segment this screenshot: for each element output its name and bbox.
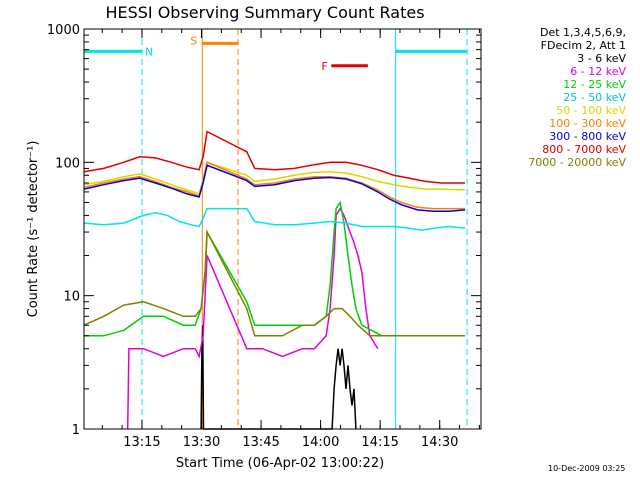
x-tick-label-0: 13:15 [123,435,160,450]
series-line-3 [83,207,466,231]
legend-entry-0: 3 - 6 keV [577,52,626,65]
legend-entry-6: 300 - 800 keV [549,130,626,143]
series-line-0 [200,325,357,430]
legend-entry-7: 800 - 7000 keV [542,143,626,156]
annotation-label-0: N [145,45,153,58]
generation-timestamp: 10-Dec-2009 03:25 [548,464,626,473]
legend-entry-4: 50 - 100 keV [556,104,626,117]
annotation-label-2: F [321,60,327,73]
x-tick-label-1: 13:30 [183,435,220,450]
plot-frame [83,28,482,430]
y-tick-label-1: 10 [63,290,80,305]
legend-header-line-1: Det 1,3,4,5,6,9, [539,26,626,39]
annotation-label-1: S [190,34,197,47]
y-tick-label-0: 1 [72,423,80,438]
x-tick-label-3: 14:00 [302,435,339,450]
series-line-8 [83,229,466,337]
x-axis-label: Start Time (06-Apr-02 13:00:22) [176,456,384,471]
series-line-5 [83,161,466,210]
x-tick-label-5: 14:30 [421,435,458,450]
legend-header-line-2: FDecim 2, Att 1 [540,39,626,52]
series-line-1 [126,207,379,430]
legend-entry-2: 12 - 25 keV [563,78,626,91]
plot-area: N S F [83,29,468,430]
y-tick-label-2: 100 [55,156,80,171]
series-line-7 [83,130,466,184]
x-tick-label-2: 13:45 [242,435,279,450]
series-line-4 [83,161,466,195]
legend-entry-8: 7000 - 20000 keV [528,156,626,169]
legend-entries: 3 - 6 keV 6 - 12 keV 12 - 25 keV 25 - 50 ke… [478,52,638,169]
chart-title: HESSI Observing Summary Count Rates [105,3,424,22]
legend-entry-3: 25 - 50 keV [563,91,626,104]
y-axis-label: Count Rate (s⁻¹ detector⁻¹) [26,141,41,318]
x-tick-label-4: 14:15 [361,435,398,450]
legend-entry-5: 100 - 300 keV [549,117,626,130]
axes: 1 10 100 1000 13:15 13:30 13:45 14:00 14:15 14:30 [47,23,481,450]
legend: Det 1,3,4,5,6,9, FDecim 2, Att 1 3 - 6 k… [478,26,638,169]
y-tick-label-3: 1000 [47,23,80,38]
legend-entry-1: 6 - 12 keV [570,65,626,78]
series-line-2 [84,200,466,337]
series-line-6 [83,164,466,212]
